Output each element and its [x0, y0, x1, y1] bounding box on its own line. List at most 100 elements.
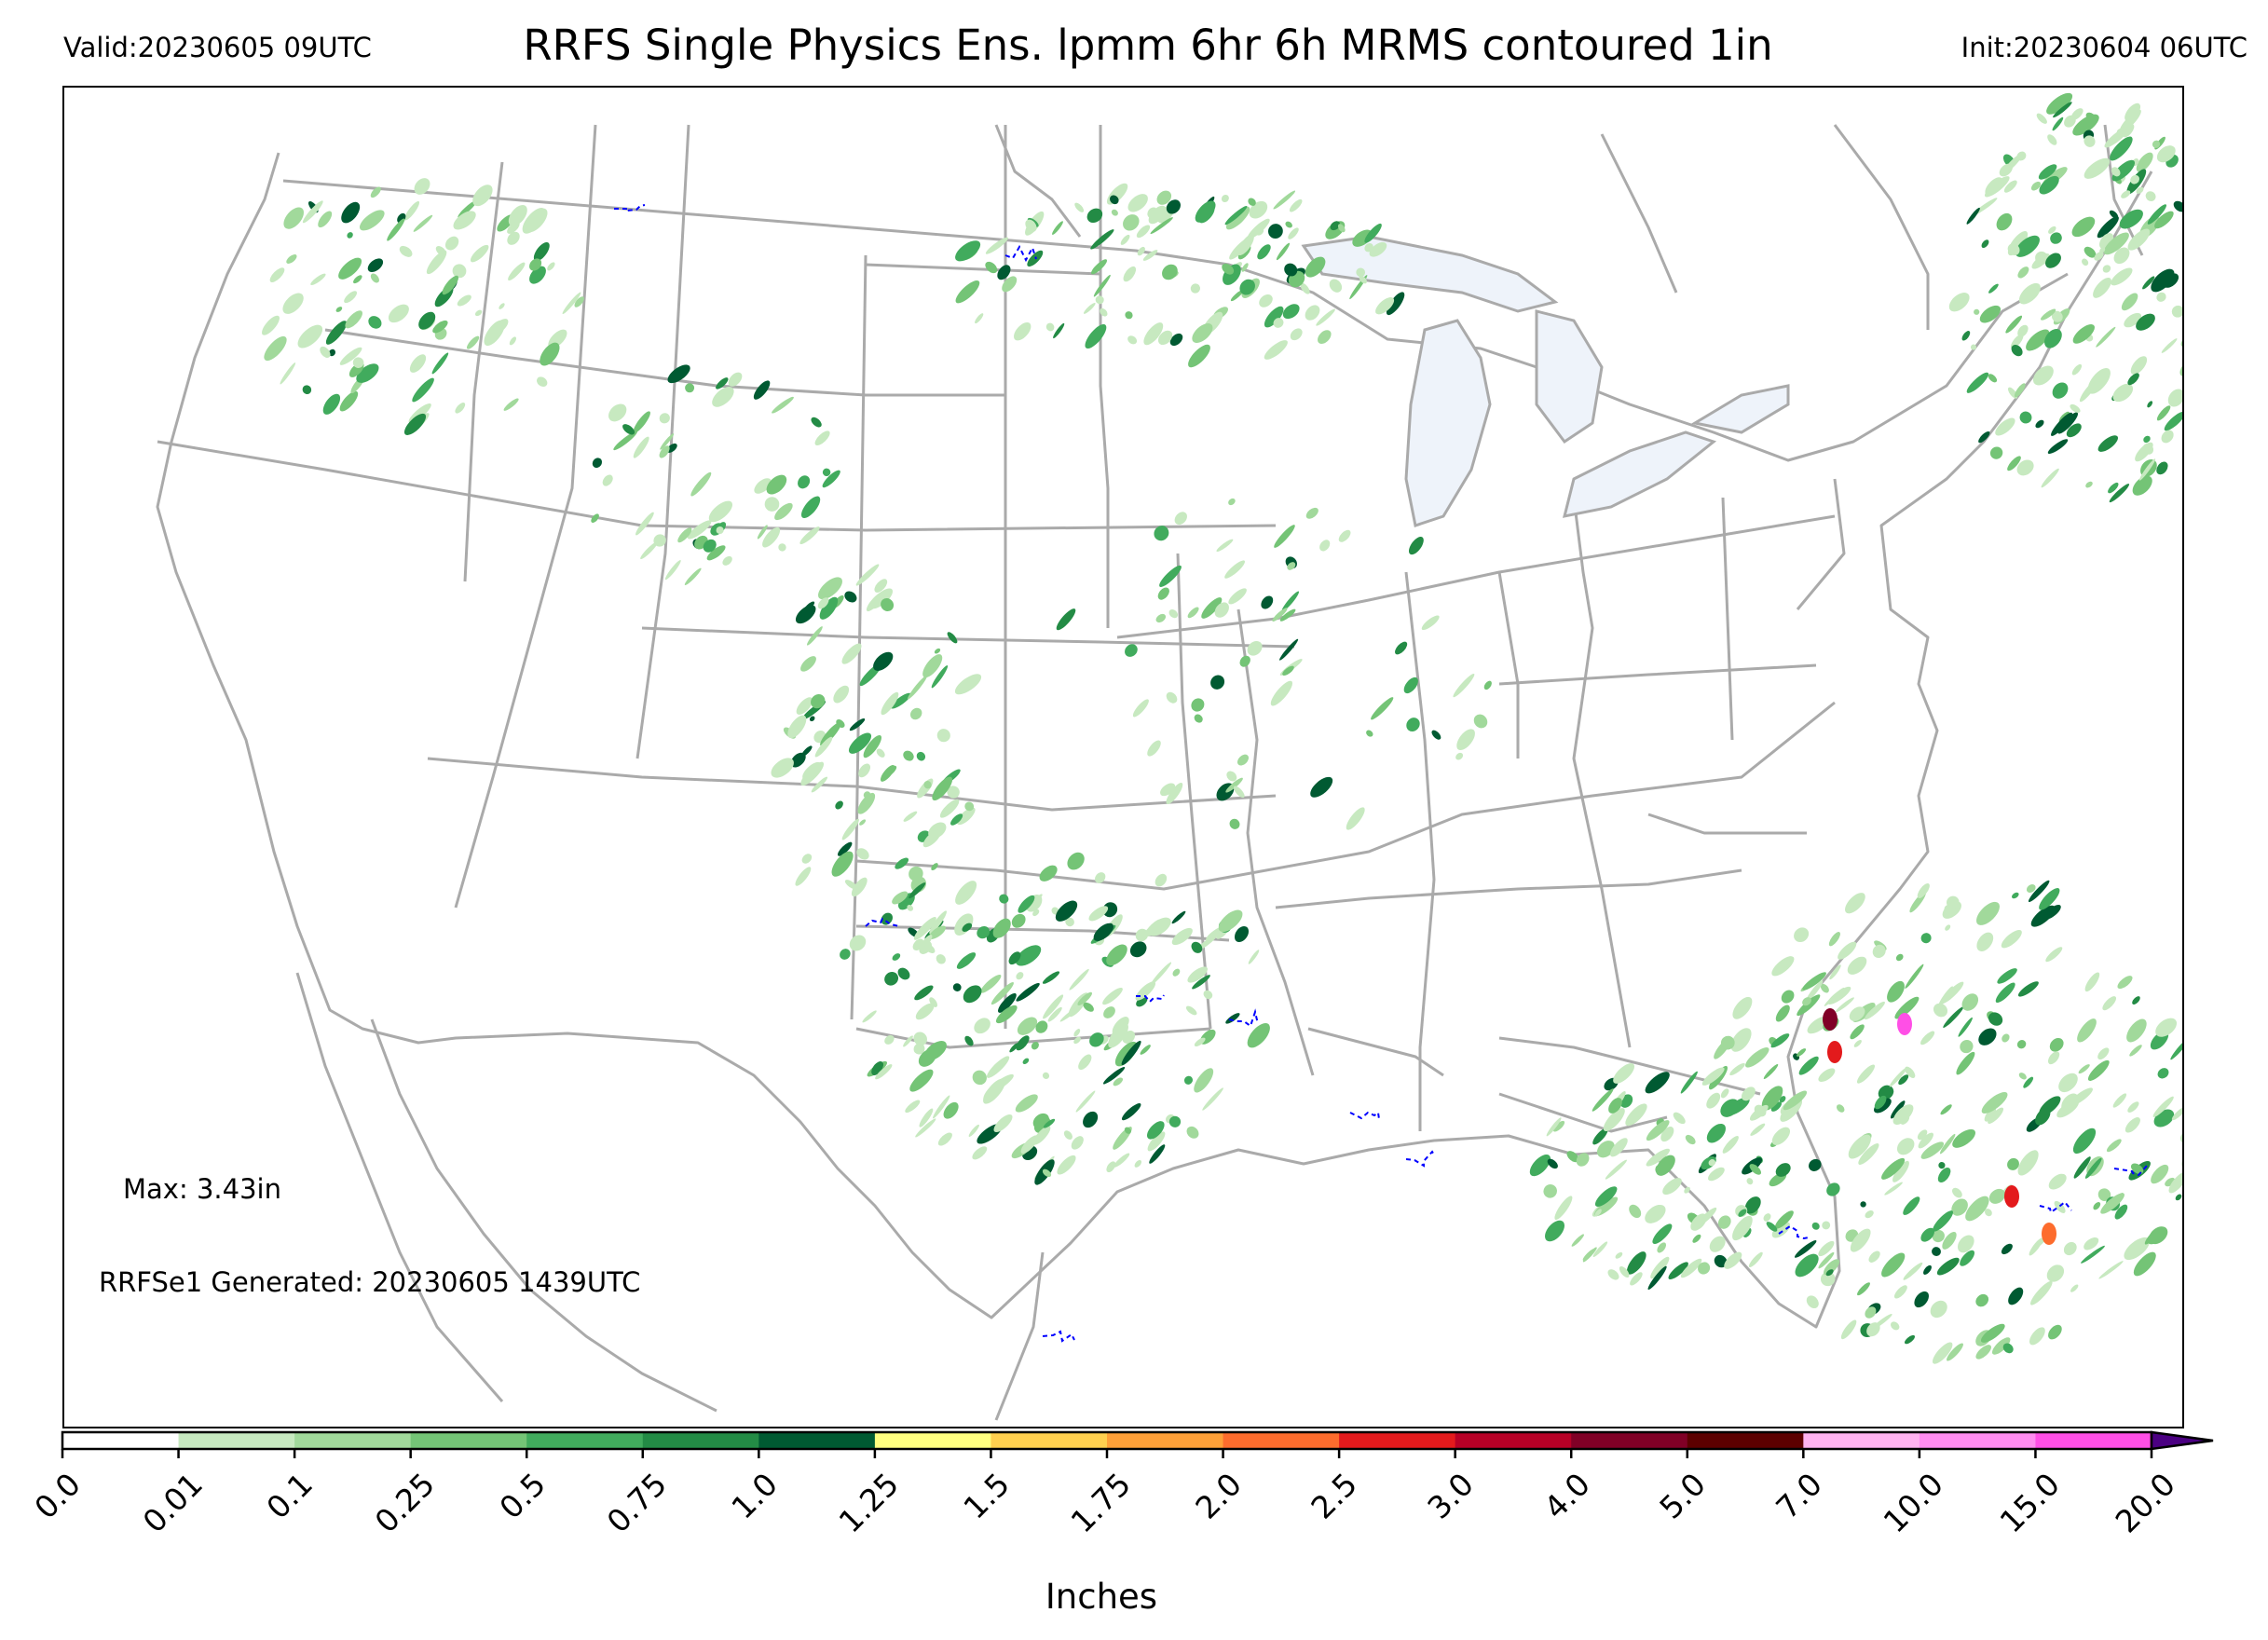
- precip-cell: [2111, 267, 2133, 286]
- precip-cell: [1881, 1157, 1906, 1180]
- precip-cell: [1603, 1108, 1625, 1132]
- precip-cell: [1850, 1024, 1865, 1040]
- precip-cell: [1088, 906, 1109, 922]
- precip-cell: [302, 385, 312, 395]
- precip-cell: [2026, 883, 2036, 894]
- precip-cell: [954, 913, 974, 936]
- precip-cell: [1025, 219, 1037, 232]
- precip-cell: [1798, 1056, 1819, 1075]
- precip-cell: [929, 997, 937, 1007]
- precip-cell: [2050, 232, 2062, 244]
- precip-cell: [772, 396, 794, 414]
- precip-cell: [2070, 403, 2081, 413]
- precip-cell: [1203, 990, 1213, 1000]
- precip-cell: [1285, 221, 1292, 228]
- precip-cell: [470, 244, 489, 263]
- precip-cell: [1750, 1123, 1766, 1136]
- precip-cell: [1571, 1234, 1584, 1247]
- precip-cell: [533, 241, 550, 262]
- precip-cell: [1938, 986, 1953, 1007]
- precip-cell: [1826, 1182, 1840, 1196]
- precip-cell: [952, 983, 962, 991]
- precip-cell: [2110, 136, 2133, 161]
- precip-cell: [933, 1095, 950, 1119]
- precip-cell: [2179, 353, 2182, 377]
- precip-cell: [753, 380, 771, 400]
- precip-field: [262, 92, 2182, 1364]
- precip-cell: [2053, 102, 2072, 118]
- precip-cell: [863, 734, 882, 758]
- precip-cell: [2175, 1194, 2182, 1201]
- precip-cell: [1123, 214, 1140, 231]
- precip-cell: [1272, 608, 1288, 622]
- precip-cell: [2041, 468, 2059, 488]
- precip-cell: [2028, 880, 2050, 903]
- precip-cell: [1884, 1182, 1903, 1196]
- precip-cell: [1122, 1031, 1136, 1044]
- precip-cell: [1156, 190, 1172, 205]
- precip-cell: [2072, 114, 2099, 136]
- precip-cell: [997, 992, 1017, 1013]
- precip-cell: [914, 985, 934, 1001]
- precip-cell: [664, 560, 681, 581]
- precip-cell: [1896, 1138, 1915, 1155]
- precip-cell: [1356, 267, 1366, 278]
- precip-cell: [2071, 363, 2083, 376]
- precip-heavy-cell: [2004, 1185, 2019, 1208]
- precip-cell: [1168, 1115, 1182, 1128]
- precip-cell: [1988, 1107, 2004, 1124]
- precip-cell: [849, 935, 867, 951]
- precip-cell: [1805, 980, 1824, 1003]
- precip-cell: [2109, 484, 2130, 503]
- precip-cell: [687, 520, 712, 540]
- precip-cell: [1981, 1091, 2008, 1114]
- precip-cell: [666, 443, 677, 453]
- precip-cell: [835, 800, 843, 810]
- precip-cell: [1794, 1240, 1817, 1258]
- precip-cell: [1630, 1272, 1643, 1286]
- precip-cell: [964, 801, 975, 812]
- precip-cell: [2096, 326, 2116, 348]
- precip-cell: [1289, 198, 1303, 212]
- precip-cell: [2103, 232, 2129, 255]
- precip-cell: [2047, 1051, 2060, 1065]
- precip-cell: [1290, 328, 1303, 341]
- precip-cell: [1142, 250, 1158, 261]
- precip-cell: [876, 748, 885, 758]
- precip-cell: [432, 320, 448, 334]
- precip-cell: [1063, 1130, 1073, 1140]
- precip-cell: [2117, 976, 2133, 990]
- precip-cell: [1031, 1041, 1039, 1050]
- precip-cell: [2047, 134, 2057, 145]
- precip-cell: [1932, 1230, 1945, 1243]
- precip-cell: [1615, 1251, 1623, 1259]
- precip-cell: [1673, 1112, 1686, 1125]
- mrms-contour: [614, 204, 646, 212]
- precip-cell: [1168, 608, 1179, 619]
- precip-cell: [1610, 1138, 1628, 1157]
- precip-cell: [2138, 458, 2156, 481]
- precip-cell: [1779, 1096, 1786, 1103]
- precip-cell: [1974, 308, 1980, 315]
- precip-heavy-cell: [1897, 1013, 1912, 1035]
- precip-cell: [1264, 306, 1284, 328]
- colorbar-tick-label: 1.5: [956, 1466, 1017, 1526]
- precip-cell: [537, 376, 548, 388]
- precip-cell: [1708, 1159, 1716, 1167]
- precip-cell: [1858, 1143, 1879, 1165]
- precip-cell: [2123, 124, 2135, 138]
- precip-cell: [1709, 1236, 1726, 1252]
- precip-cell: [706, 545, 726, 561]
- precip-cell: [1316, 308, 1335, 326]
- precip-cell: [2156, 461, 2168, 475]
- precip-cell: [880, 764, 895, 782]
- precip-cell: [1043, 994, 1064, 1019]
- precip-cell: [1067, 852, 1085, 870]
- precip-cell: [1274, 525, 1295, 548]
- precip-cell: [1894, 996, 1920, 1019]
- precip-cell: [2072, 1128, 2097, 1155]
- precip-cell: [2016, 459, 2034, 476]
- precip-cell: [1720, 1035, 1735, 1050]
- precip-cell: [1818, 1251, 1835, 1269]
- precip-cell: [931, 863, 938, 871]
